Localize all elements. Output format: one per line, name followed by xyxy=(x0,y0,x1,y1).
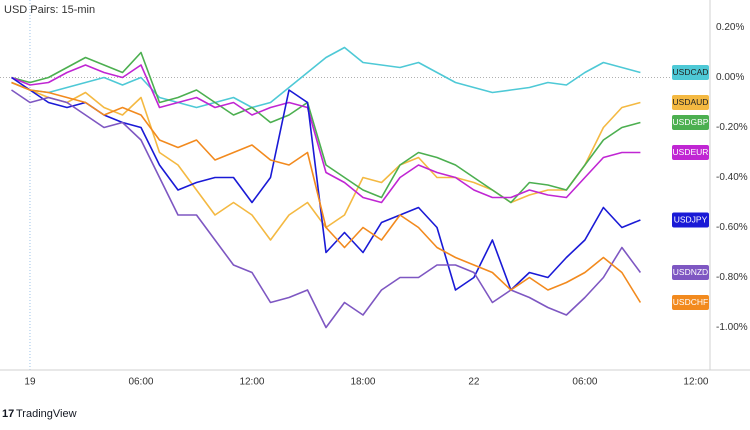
legend-label: USDAUD xyxy=(673,97,709,107)
series-tag-box xyxy=(672,212,709,228)
series-tag: USDJPY xyxy=(672,212,709,228)
legend-label: USDEUR xyxy=(673,147,709,157)
y-tick-label: -0.60% xyxy=(716,222,748,233)
y-tick-label: -0.80% xyxy=(716,272,748,283)
series-tag: USDEUR xyxy=(672,145,709,160)
series-tag: USDCHF xyxy=(672,295,709,310)
series-line xyxy=(11,64,641,204)
y-tick-label: 0.00% xyxy=(716,72,744,83)
series-tag: USDGBP xyxy=(672,115,709,130)
series-tag-box xyxy=(672,295,709,310)
series-tag-box xyxy=(672,115,709,130)
series-tags: USDCAD USDAUD USDGBP USDEUR USDJPY USDNZD USDC… xyxy=(672,65,709,310)
y-tick-label: -0.40% xyxy=(716,172,748,183)
series-tag-box xyxy=(672,65,709,80)
series-tag: USDNZD xyxy=(672,265,709,280)
series-line xyxy=(11,81,642,303)
series-tag: USDCAD xyxy=(672,65,709,80)
legend-label: USDJPY xyxy=(674,214,708,224)
y-tick-label: -0.20% xyxy=(716,122,748,133)
grid-layer xyxy=(0,0,710,370)
x-tick-label: 12:00 xyxy=(239,377,264,388)
x-tick-label: 18:00 xyxy=(350,377,375,388)
legend-label: USDCHF xyxy=(673,297,708,307)
x-tick-label: 22 xyxy=(468,377,480,388)
footer-brand: TradingView xyxy=(16,408,77,420)
x-tick-label: 06:00 xyxy=(572,377,597,388)
series-tag: USDAUD xyxy=(672,95,709,110)
y-tick-label: -1.00% xyxy=(716,322,748,333)
y-tick-label: 0.20% xyxy=(716,22,744,33)
axis-layer: 0.20% 0.00% -0.20% -0.40% -0.60% -0.80% -1.00%… xyxy=(24,22,747,388)
x-tick-label: 06:00 xyxy=(128,377,153,388)
series-line xyxy=(11,89,642,329)
footer-logo: 17 TradingView xyxy=(2,408,77,420)
series-line xyxy=(11,76,641,291)
series-tag-box xyxy=(672,95,709,110)
logo-mark: 17 xyxy=(2,408,14,420)
series-tag-box xyxy=(672,265,709,280)
series-line xyxy=(11,51,641,204)
series-layer xyxy=(11,46,642,329)
x-tick-label: 12:00 xyxy=(683,377,708,388)
series-tag-box xyxy=(672,145,709,160)
chart-title: USD Pairs: 15-min xyxy=(4,4,95,16)
x-tick-label: 19 xyxy=(24,377,36,388)
legend-label: USDNZD xyxy=(673,267,708,277)
legend-label: USDGBP xyxy=(673,117,709,127)
series-line xyxy=(11,46,641,109)
legend-label: USDCAD xyxy=(673,67,709,77)
